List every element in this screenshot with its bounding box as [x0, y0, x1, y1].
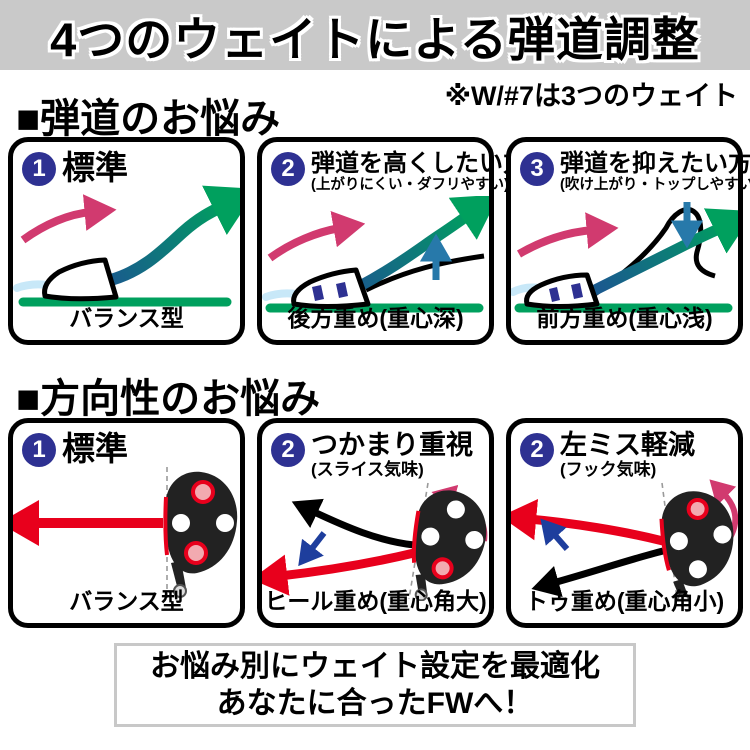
panel-header: 1 標準 — [22, 150, 234, 186]
trajectory-higher-illustration — [262, 196, 489, 313]
panel-trajectory-lower: 3 弾道を抑えたい方 (吹け上がり・トップしやすい) 前方重め(重心浅) — [506, 137, 750, 345]
panel-caption: ヒール重め(重心角大) — [264, 588, 487, 614]
light-blue-mark — [262, 289, 300, 301]
panel-title: 弾道を抑えたい方 — [560, 150, 750, 177]
footer-message-box: お悩み別にウェイト設定を最適化 あなたに合ったFWへ！ — [114, 643, 636, 727]
panel-direction-standard: 1 標準 バランス型 — [8, 418, 245, 628]
balloon-flight-line — [593, 207, 716, 297]
panel-trajectory-standard: 1 標準 バランス型 — [8, 137, 245, 345]
swing-arrow-pink — [20, 194, 117, 244]
number-badge: 1 — [22, 433, 56, 467]
straight-arrow-red — [511, 499, 665, 546]
direction-standard-illustration — [13, 467, 238, 601]
panel-caption: 前方重め(重心浅) — [536, 305, 713, 331]
weight-port-right — [465, 530, 484, 549]
weight-port-bottom — [688, 560, 707, 579]
weight-port-left — [669, 532, 688, 551]
clubhead-side-view — [291, 267, 371, 309]
ferrule — [676, 593, 690, 601]
clubhead-top-view — [411, 490, 487, 601]
weight-port-left — [172, 514, 190, 532]
direction-draw-illustration — [262, 482, 488, 601]
panel-caption: トゥ重め(重心角小) — [524, 588, 725, 614]
panel-header: 3 弾道を抑えたい方 (吹け上がり・トップしやすい) — [520, 150, 750, 194]
trajectory-lower-illustration — [511, 202, 738, 313]
weight-port-top-red — [191, 480, 215, 504]
weight-port-left — [421, 527, 440, 546]
club-face-red — [163, 496, 169, 556]
footer-line-1: お悩み別にウェイト設定を最適化 — [150, 650, 600, 683]
weight-port-right — [216, 514, 234, 532]
panel-title: 標準 — [62, 149, 128, 186]
clubhead-side-view — [524, 272, 600, 309]
ferrule — [414, 588, 428, 601]
number-badge: 2 — [520, 433, 554, 467]
section-heading-trajectory: ■弾道のお悩み — [16, 97, 281, 141]
club-face-red — [659, 518, 671, 571]
panel-direction-draw: 2 つかまり重視 (スライス気味) — [257, 418, 494, 628]
number-badge: 2 — [271, 433, 305, 467]
swing-arrow-pink — [516, 212, 619, 258]
number-badge: 3 — [520, 152, 554, 186]
weight-port-toe-red — [686, 497, 709, 520]
direction-fade-illustration — [511, 479, 738, 601]
panel-title: 標準 — [62, 430, 128, 467]
panel-direction-fade: 2 左ミス軽減 (フック気味) — [506, 418, 743, 628]
panel-header: 2 左ミス軽減 (フック気味) — [520, 431, 732, 480]
ball-flight-arrow — [357, 196, 489, 291]
panel-trajectory-higher: 2 弾道を高くしたい方 (上がりにくい・ダフリやすい) 後方重め(重心深) — [257, 137, 527, 345]
weight-front-2 — [571, 283, 583, 299]
draw-arrow-red — [262, 548, 416, 596]
slice-arrow-black — [291, 498, 415, 549]
weight-back-1 — [312, 285, 324, 301]
panel-caption: バランス型 — [69, 588, 184, 614]
panel-header: 1 標準 — [22, 431, 234, 467]
weight-port-bottom-red — [184, 541, 208, 565]
panel-caption: バランス型 — [69, 305, 184, 331]
number-badge: 1 — [22, 152, 56, 186]
panel-subtitle: (上がりにくい・ダフリやすい) — [311, 177, 509, 193]
trajectory-standard-illustration — [13, 185, 240, 307]
page-title: 4つのウェイトによる弾道調整 — [50, 12, 700, 66]
panel-caption: 後方重め(重心深) — [287, 305, 464, 331]
panel-title: つかまり重視 — [311, 430, 473, 460]
clubhead-side-view — [42, 257, 119, 302]
ferrule — [173, 584, 187, 598]
swing-arrow-pink — [267, 210, 366, 262]
weight-port-right — [713, 525, 732, 544]
panel-header: 2 つかまり重視 (スライス気味) — [271, 431, 483, 480]
number-badge: 2 — [271, 152, 305, 186]
panel-subtitle: (フック気味) — [560, 460, 657, 479]
hook-arrow-black — [531, 547, 664, 598]
weight-front-1 — [549, 287, 560, 302]
banner: 4つのウェイトによる弾道調整 — [0, 0, 750, 70]
section-heading-direction: ■方向性のお悩み — [16, 377, 321, 421]
panel-subtitle: (スライス気味) — [311, 460, 424, 479]
light-blue-mark — [13, 280, 51, 292]
weight-port-heel-red — [431, 557, 454, 580]
panel-title: 左ミス軽減 — [560, 430, 695, 460]
low-flight-line — [364, 253, 485, 293]
panel-header: 2 弾道を高くしたい方 (上がりにくい・ダフリやすい) — [271, 150, 527, 194]
panel-title: 弾道を高くしたい方 — [311, 150, 527, 177]
clubhead-top-view — [165, 471, 238, 574]
correction-arrow-blue — [298, 531, 327, 567]
correction-arrow-blue — [540, 518, 570, 551]
panel-subtitle: (吹け上がり・トップしやすい) — [560, 177, 750, 193]
footer-line-2: あなたに合ったFWへ！ — [216, 687, 534, 720]
clubhead-top-view — [659, 491, 734, 601]
club-face-red — [411, 510, 421, 563]
note-text: ※W/#7は3つのウェイト — [444, 81, 738, 111]
ball-flight-arrow — [109, 185, 240, 286]
weight-back-2 — [336, 282, 348, 298]
weight-port-top — [446, 500, 465, 519]
